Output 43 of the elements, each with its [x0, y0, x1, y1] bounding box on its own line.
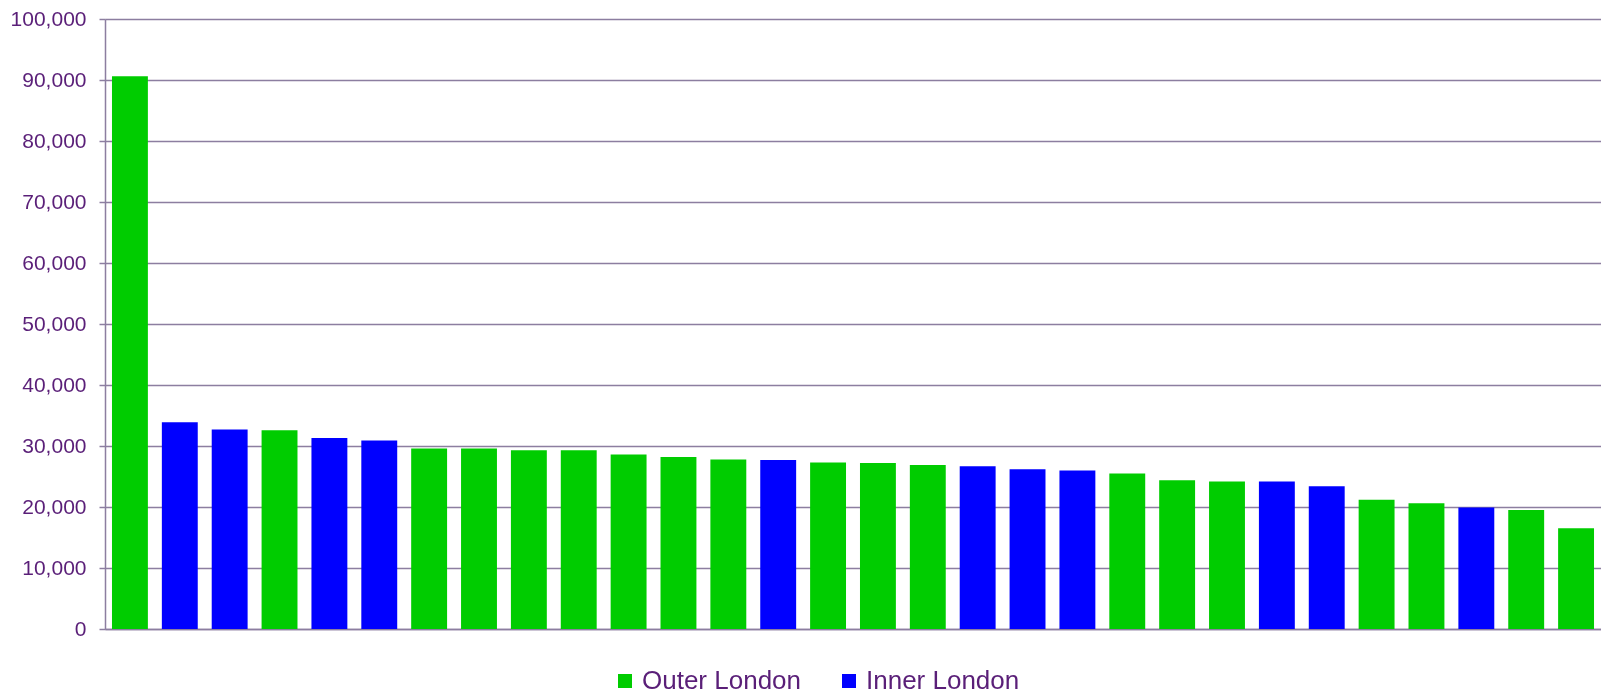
bar — [710, 459, 747, 629]
y-tick-label: 20,000 — [22, 494, 87, 518]
bar — [1009, 469, 1046, 629]
bar — [810, 462, 847, 629]
y-tick-label: 40,000 — [22, 372, 87, 396]
bar — [1258, 481, 1295, 629]
bar — [1109, 473, 1146, 629]
bar — [261, 430, 298, 629]
bar — [211, 429, 248, 629]
y-tick-label: 10,000 — [22, 555, 87, 579]
bar — [1508, 510, 1545, 629]
y-tick-label: 30,000 — [22, 433, 87, 457]
y-tick-label: 60,000 — [22, 250, 87, 274]
y-tick-label: 90,000 — [22, 67, 87, 91]
bar — [660, 456, 697, 629]
y-tick-label: 50,000 — [22, 311, 87, 335]
bar — [1159, 480, 1196, 629]
bar — [560, 450, 597, 629]
bar — [1209, 481, 1245, 629]
bar — [1558, 528, 1595, 629]
legend-label: Inner London — [866, 665, 1020, 693]
bar — [510, 450, 547, 629]
bar — [909, 464, 946, 629]
bar — [361, 440, 398, 629]
bar — [311, 438, 348, 629]
y-tick-label: 100,000 — [10, 6, 87, 30]
bar — [1358, 499, 1395, 629]
bar — [610, 454, 647, 629]
y-tick-label: 80,000 — [22, 128, 87, 152]
bar — [1308, 486, 1345, 629]
bar — [859, 463, 896, 629]
bar — [1059, 470, 1096, 629]
bar — [461, 448, 497, 629]
bar — [1408, 503, 1445, 629]
legend-label: Outer London — [642, 665, 802, 693]
y-tick-label: 0 — [74, 616, 87, 640]
bar — [411, 448, 448, 629]
bar — [161, 422, 198, 629]
bar — [1458, 507, 1495, 629]
y-tick-label: 70,000 — [22, 189, 87, 213]
bar — [959, 466, 996, 629]
bar — [760, 460, 797, 629]
bar — [111, 76, 148, 629]
